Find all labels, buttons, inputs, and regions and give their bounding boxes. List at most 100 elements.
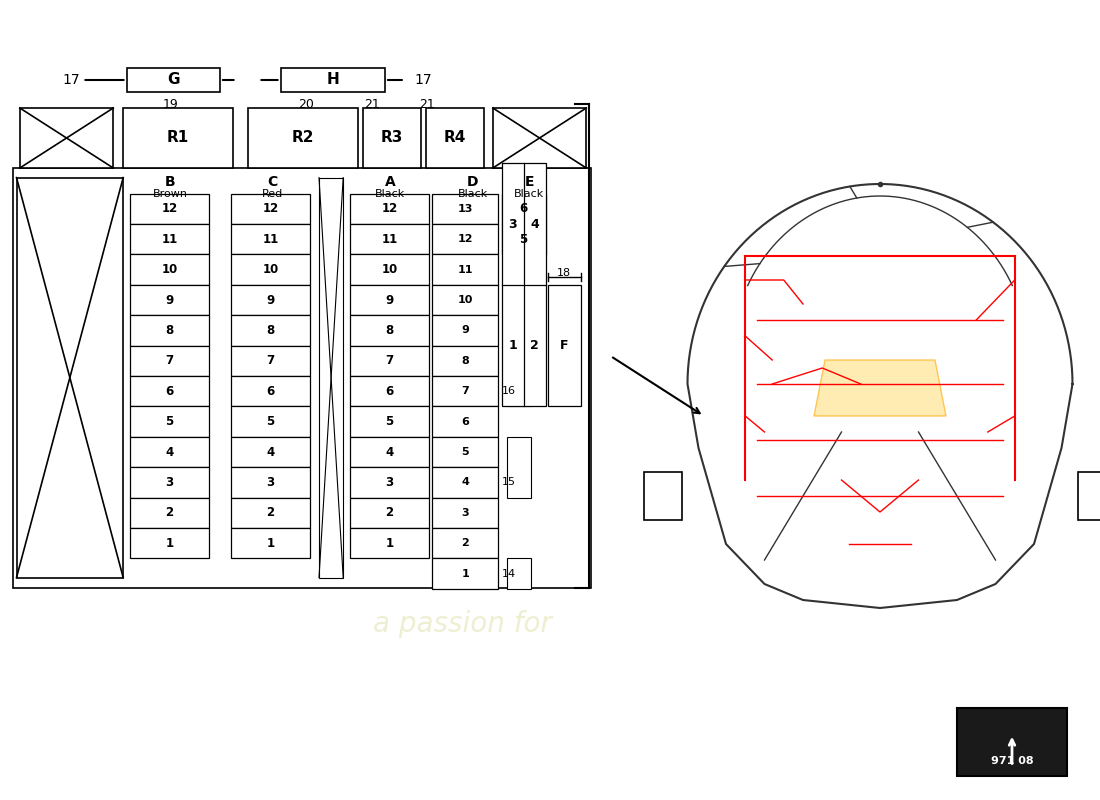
Text: 9: 9 — [385, 294, 394, 306]
Text: 7: 7 — [461, 386, 470, 396]
Text: 8: 8 — [461, 356, 470, 366]
Bar — [432, 376, 498, 406]
Text: 17: 17 — [63, 73, 80, 87]
Text: 6: 6 — [266, 385, 275, 398]
Text: 10: 10 — [263, 263, 278, 276]
Bar — [13, 168, 591, 588]
Bar — [130, 437, 209, 467]
Bar — [248, 108, 358, 168]
Text: 14: 14 — [502, 569, 516, 578]
Bar — [123, 108, 233, 168]
Text: 10: 10 — [382, 263, 397, 276]
Bar — [231, 346, 310, 376]
Text: 7: 7 — [385, 354, 394, 367]
Bar — [231, 285, 310, 315]
Text: 20: 20 — [298, 98, 314, 110]
Bar — [130, 467, 209, 498]
Bar — [20, 108, 113, 168]
Bar — [350, 254, 429, 285]
Bar — [957, 708, 1067, 776]
Bar — [432, 285, 498, 315]
Text: 4: 4 — [266, 446, 275, 458]
Bar — [502, 194, 546, 224]
Bar — [502, 163, 546, 406]
Bar — [350, 315, 429, 346]
Text: 6: 6 — [519, 202, 528, 215]
Bar — [126, 68, 220, 92]
Text: 6: 6 — [165, 385, 174, 398]
Text: 4: 4 — [461, 478, 470, 487]
Text: 3: 3 — [462, 508, 469, 518]
Text: 5: 5 — [165, 415, 174, 428]
Text: R3: R3 — [381, 130, 404, 146]
Bar — [350, 224, 429, 254]
Text: euri: euri — [228, 462, 388, 530]
Text: 11: 11 — [162, 233, 177, 246]
Bar — [130, 498, 209, 528]
Text: 2: 2 — [165, 506, 174, 519]
Bar — [548, 285, 581, 406]
Polygon shape — [814, 360, 946, 416]
Text: 7: 7 — [165, 354, 174, 367]
Text: Black: Black — [458, 190, 488, 199]
Text: R1: R1 — [167, 130, 189, 146]
Text: 1: 1 — [461, 569, 470, 578]
Text: 3: 3 — [165, 476, 174, 489]
Text: 4: 4 — [530, 218, 539, 230]
Text: 2: 2 — [266, 506, 275, 519]
Text: 5: 5 — [385, 415, 394, 428]
Text: B: B — [165, 175, 176, 190]
Bar — [130, 528, 209, 558]
Bar — [231, 315, 310, 346]
Text: 8: 8 — [385, 324, 394, 337]
Text: 1: 1 — [165, 537, 174, 550]
Text: 4: 4 — [385, 446, 394, 458]
Text: 1: 1 — [266, 537, 275, 550]
Text: G: G — [167, 73, 179, 87]
Bar — [130, 406, 209, 437]
Text: 12: 12 — [162, 202, 177, 215]
Bar — [644, 472, 682, 520]
Bar — [432, 224, 498, 254]
Text: 12: 12 — [382, 202, 397, 215]
Text: 1: 1 — [508, 339, 517, 352]
Bar — [231, 437, 310, 467]
Text: 19: 19 — [163, 98, 178, 110]
Bar — [350, 528, 429, 558]
Text: 7: 7 — [266, 354, 275, 367]
Bar — [502, 224, 546, 254]
Text: 21: 21 — [364, 98, 380, 110]
Text: 9: 9 — [461, 326, 470, 335]
Text: 21: 21 — [419, 98, 435, 110]
Text: E: E — [525, 175, 533, 190]
Bar — [231, 194, 310, 224]
Bar — [350, 376, 429, 406]
Text: 11: 11 — [458, 265, 473, 274]
Bar — [231, 528, 310, 558]
Bar — [432, 346, 498, 376]
Bar — [280, 68, 385, 92]
Text: 11: 11 — [382, 233, 397, 246]
Text: 15: 15 — [502, 478, 516, 487]
Bar — [507, 346, 531, 406]
Bar — [350, 437, 429, 467]
Text: 18: 18 — [558, 268, 571, 278]
Text: A: A — [385, 175, 396, 190]
Bar — [507, 558, 531, 589]
Text: 3: 3 — [385, 476, 394, 489]
Bar — [130, 224, 209, 254]
Bar — [231, 467, 310, 498]
Text: a passion for: a passion for — [373, 610, 551, 638]
Bar — [432, 528, 498, 558]
Bar — [130, 376, 209, 406]
Bar — [1078, 472, 1100, 520]
Text: 9: 9 — [266, 294, 275, 306]
Bar — [319, 178, 343, 578]
Bar — [231, 498, 310, 528]
Text: 9: 9 — [165, 294, 174, 306]
Bar — [432, 498, 498, 528]
Text: Brown: Brown — [153, 190, 188, 199]
Bar — [432, 406, 498, 437]
Text: 13: 13 — [458, 204, 473, 214]
Bar — [350, 498, 429, 528]
